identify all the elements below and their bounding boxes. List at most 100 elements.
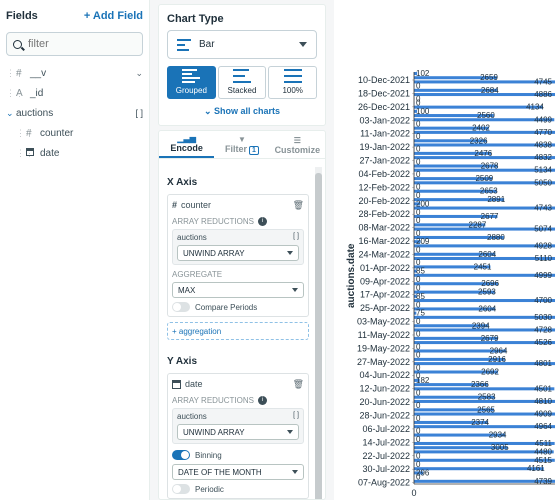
bar-data-label: 2659 — [480, 73, 498, 82]
search-input[interactable] — [28, 38, 128, 50]
tab-customize[interactable]: ☰ Customize — [270, 131, 325, 158]
reduction-select[interactable]: UNWIND ARRAY — [177, 424, 299, 440]
bar-data-label: 0 — [416, 435, 421, 444]
bar-data-label: 85 — [416, 292, 425, 301]
drag-handle-icon[interactable]: ⋮⋮ — [6, 67, 24, 78]
bar-data-label: 0 — [416, 191, 421, 200]
show-all-charts-link[interactable]: ⌄ Show all charts — [167, 106, 317, 117]
field-item-v[interactable]: ⋮⋮ # __v ⌄ — [6, 64, 143, 82]
aggregate-select[interactable]: MAX — [172, 282, 304, 298]
category-tick-label: 09-Apr-2022 — [360, 276, 410, 286]
aggregate-value: MAX — [178, 285, 196, 295]
compare-periods-toggle[interactable] — [172, 302, 190, 312]
customize-icon: ☰ — [293, 136, 301, 145]
caret-down-icon — [287, 430, 293, 434]
drag-handle-icon[interactable]: ⋮⋮ — [16, 147, 34, 158]
bar-data-label: 0 — [416, 145, 421, 154]
bar-data-label: 2560 — [477, 111, 495, 120]
tab-filter[interactable]: ▼ Filter 1 — [214, 131, 269, 158]
bar-data-label: 4515 — [534, 456, 552, 465]
category-tick-label: 24-Mar-2022 — [358, 249, 410, 259]
bar-data-label: 2509 — [475, 174, 493, 183]
bar-data-label: 2934 — [489, 431, 507, 440]
bar-data-label: 4810 — [534, 397, 552, 406]
bar — [414, 315, 555, 319]
bar-data-label: 4480 — [534, 447, 552, 456]
variant-grouped-button[interactable]: Grouped — [167, 66, 216, 99]
binning-select[interactable]: DATE OF THE MONTH — [172, 464, 304, 480]
bar-data-label: 2593 — [478, 288, 496, 297]
bar — [414, 336, 498, 340]
reduction-select[interactable]: UNWIND ARRAY — [177, 245, 299, 261]
date-type-icon — [172, 379, 181, 389]
trash-icon[interactable]: 🗑 — [292, 199, 304, 210]
bar — [414, 109, 418, 113]
bar — [414, 425, 555, 429]
field-item-auctions[interactable]: ⌄ auctions [ ] — [6, 104, 143, 122]
bar-data-label: 0 — [416, 258, 421, 267]
bar — [414, 214, 498, 218]
bar — [414, 118, 555, 122]
add-field-button[interactable]: + Add Field — [84, 10, 143, 22]
bar — [414, 433, 506, 437]
bar-data-label: 0 — [416, 119, 421, 128]
y-axis-encoding-card[interactable]: date 🗑 ARRAY REDUCTIONS i auctions [ ] UNW… — [167, 373, 309, 499]
bar — [414, 399, 555, 403]
bar — [414, 240, 421, 244]
field-item-date[interactable]: ⋮⋮ date — [6, 144, 143, 162]
bar — [414, 387, 555, 391]
binning-toggle[interactable] — [172, 450, 190, 460]
variant-percent-button[interactable]: 100% — [268, 66, 318, 99]
bar-data-label: 5030 — [534, 313, 552, 322]
field-search[interactable] — [6, 32, 143, 56]
bar-data-label: 0 — [416, 317, 421, 326]
tab-encode[interactable]: ▁▃▅ Encode — [159, 131, 215, 158]
drag-handle-icon[interactable]: ⋮⋮ — [16, 127, 34, 138]
category-tick-label: 28-Jun-2022 — [359, 411, 410, 421]
field-item-id[interactable]: ⋮⋮ A _id — [6, 84, 143, 102]
chevron-down-icon: ⌄ — [203, 106, 214, 116]
category-tick-label: 27-May-2022 — [357, 357, 410, 367]
bar-data-label: 4743 — [534, 204, 552, 213]
bar — [414, 105, 543, 109]
bar-data-label: 5074 — [534, 225, 552, 234]
reduction-value: UNWIND ARRAY — [183, 427, 245, 437]
binning-row: Binning — [172, 450, 304, 460]
bar-data-label: 4909 — [534, 410, 552, 419]
bar — [414, 177, 493, 181]
variant-label: 100% — [282, 86, 303, 95]
field-name: date — [40, 147, 60, 159]
field-name: counter — [40, 127, 74, 139]
info-icon[interactable]: i — [257, 217, 267, 226]
expand-chevron-icon[interactable]: ⌄ — [6, 107, 14, 118]
bar — [414, 206, 555, 210]
periodic-label: Periodic — [195, 484, 224, 494]
bar — [414, 450, 554, 454]
bar-data-label: 4964 — [534, 422, 552, 431]
date-type-icon — [26, 147, 40, 159]
tab-label: Filter — [225, 144, 248, 154]
number-type-icon: # — [16, 67, 22, 79]
category-tick-label: 04-Jun-2022 — [359, 370, 410, 380]
category-tick-label: 27-Jan-2022 — [359, 156, 410, 166]
drag-handle-icon[interactable]: ⋮⋮ — [6, 87, 24, 98]
chevron-down-icon[interactable]: ⌄ — [135, 67, 143, 78]
reduction-field: auctions — [177, 412, 207, 421]
category-tick-label: 06-Jul-2022 — [362, 424, 410, 434]
bar-data-label: 4728 — [534, 325, 552, 334]
chart-type-select[interactable]: Bar — [167, 30, 317, 59]
info-icon[interactable]: i — [257, 396, 267, 405]
field-item-counter[interactable]: ⋮⋮ # counter — [6, 124, 143, 142]
bar-data-label: 0 — [416, 275, 421, 284]
scrollbar-thumb[interactable] — [315, 173, 322, 499]
trash-icon[interactable]: 🗑 — [292, 378, 304, 389]
periodic-toggle[interactable] — [172, 484, 190, 494]
bar — [414, 395, 495, 399]
add-aggregation-button[interactable]: + aggregation — [167, 322, 309, 340]
field-name: auctions — [16, 107, 54, 119]
bar — [414, 294, 417, 298]
bar — [414, 349, 507, 353]
category-tick-label: 20-Feb-2022 — [358, 196, 410, 206]
x-axis-encoding-card[interactable]: # counter 🗑 ARRAY REDUCTIONS i auctions [ … — [167, 194, 309, 317]
variant-stacked-button[interactable]: Stacked — [217, 66, 267, 99]
